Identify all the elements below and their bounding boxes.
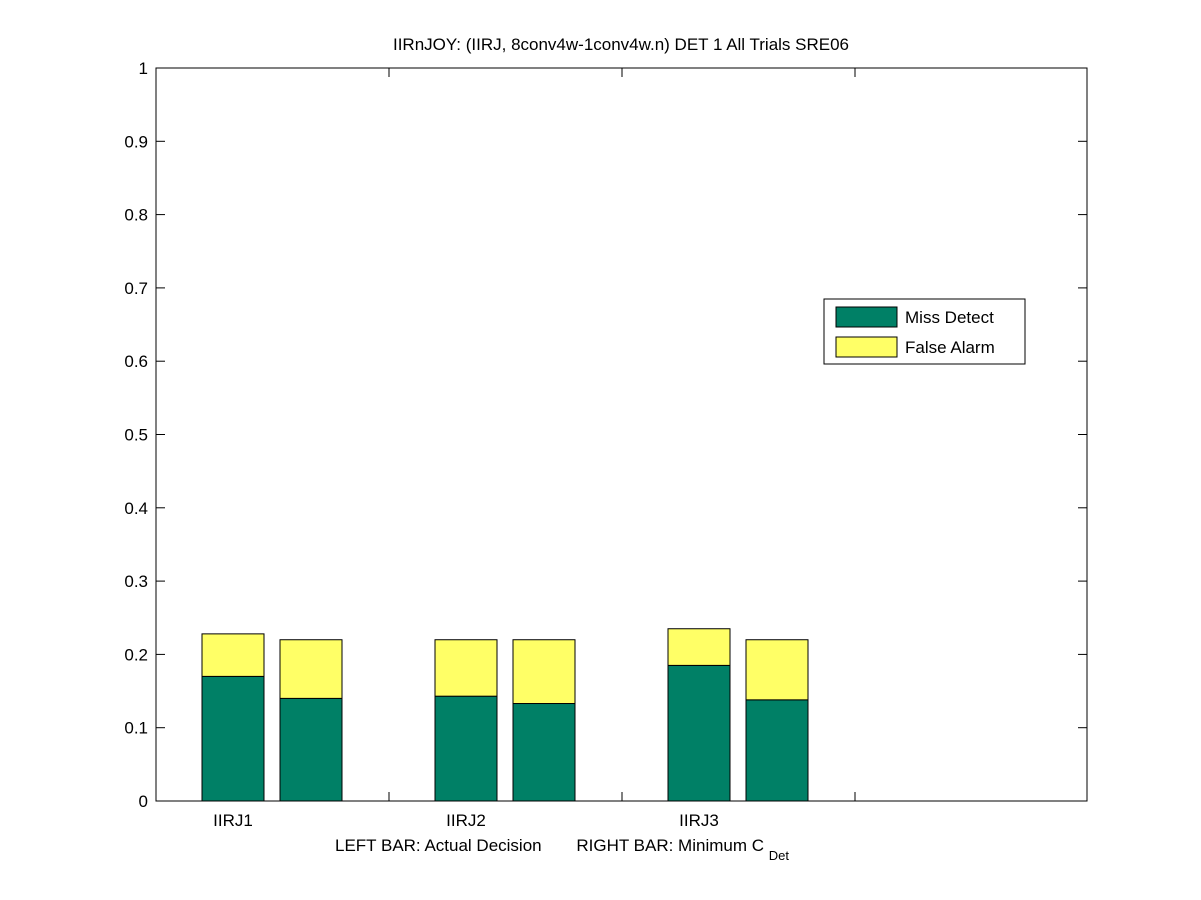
chart-title: IIRnJOY: (IIRJ, 8conv4w-1conv4w.n) DET 1… (393, 35, 849, 54)
y-tick-label: 0.5 (124, 426, 148, 445)
bar-segment (434, 639, 498, 697)
x-axis-label: LEFT BAR: Actual Decision RIGHT BAR: Min… (335, 836, 789, 863)
bar-segment (201, 633, 265, 677)
legend-entry: Miss Detect (905, 308, 994, 327)
x-axis: IIRJ1 IIRJ2 IIRJ3 (213, 68, 856, 830)
y-tick-label: 0.3 (124, 572, 148, 591)
y-tick-label: 0.6 (124, 352, 148, 371)
bar-segment (667, 628, 731, 666)
x-axis-label-left: LEFT BAR: Actual Decision (335, 836, 542, 855)
bar-segment (745, 699, 809, 802)
bar-segment (279, 639, 343, 699)
y-axis: 0 0.1 0.2 0.3 0.4 0.5 0.6 0.7 0.8 0.9 1 (124, 59, 1087, 811)
legend-swatch (835, 306, 898, 328)
y-tick-label: 0.4 (124, 499, 148, 518)
y-tick-label: 0.8 (124, 206, 148, 225)
bar-segment (201, 675, 265, 802)
y-tick-label: 0.2 (124, 645, 148, 664)
x-tick-label: IIRJ2 (446, 811, 486, 830)
x-tick-label: IIRJ3 (679, 811, 719, 830)
legend-entry: False Alarm (905, 338, 995, 357)
x-axis-label-right: RIGHT BAR: Minimum C (576, 836, 764, 855)
bar-segment (512, 703, 576, 802)
y-tick-label: 1 (139, 59, 148, 78)
y-tick-label: 0.7 (124, 279, 148, 298)
x-axis-label-subscript: Det (769, 848, 790, 863)
y-tick-label: 0.1 (124, 719, 148, 738)
y-tick-label: 0.9 (124, 132, 148, 151)
y-tick-label: 0 (139, 792, 148, 811)
legend: Miss Detect False Alarm (823, 298, 1026, 365)
bar-segment (434, 695, 498, 802)
bar-segment (279, 697, 343, 802)
legend-swatch (835, 336, 898, 358)
bar-segment (512, 639, 576, 705)
bar-segment (667, 664, 731, 802)
bars (201, 628, 809, 802)
x-tick-label: IIRJ1 (213, 811, 253, 830)
bar-segment (745, 639, 809, 701)
